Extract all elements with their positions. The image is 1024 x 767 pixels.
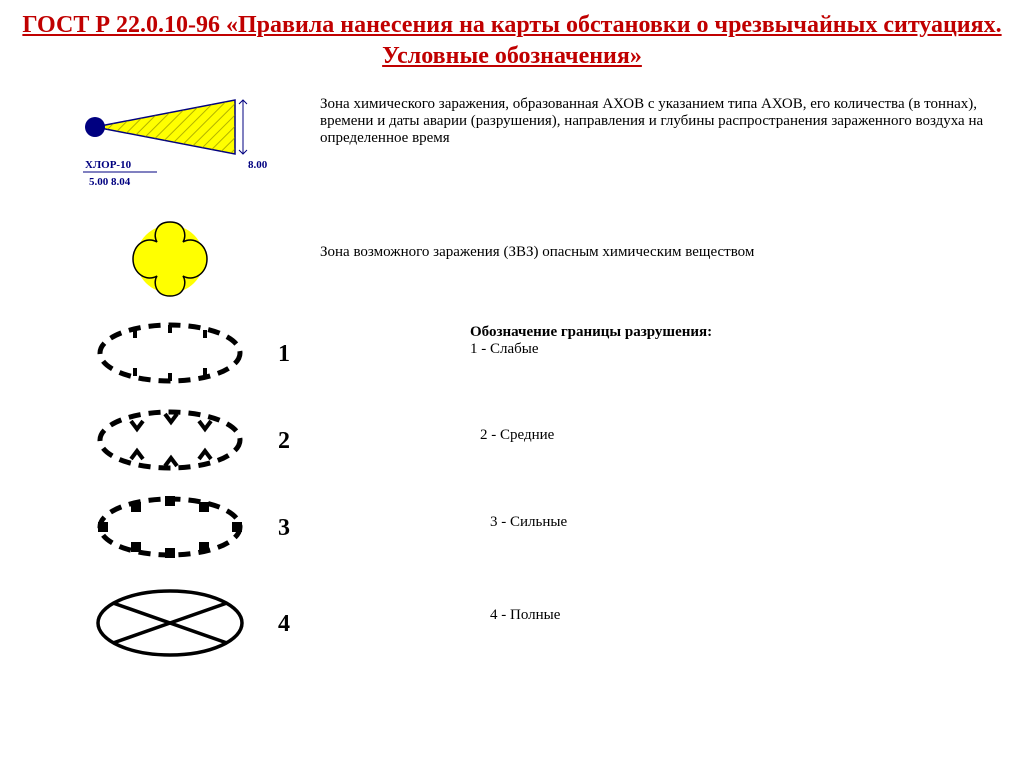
chem-substance-label: ХЛОР-10 — [85, 159, 132, 171]
desc-zvz: Зона возможного заражения (ЗВЗ) опасным … — [320, 214, 1004, 261]
num-1: 1 — [278, 341, 290, 368]
page-title: ГОСТ Р 22.0.10-96 «Правила нанесения на … — [20, 10, 1004, 72]
chem-depth-label: 8.00 — [248, 159, 268, 171]
symbol-destruction-4: 4 — [20, 583, 320, 663]
desc-destruction-4: 4 - Полные — [320, 583, 1004, 624]
num-3: 3 — [278, 515, 290, 542]
row-chem-zone: 8.00 ХЛОР-10 5.00 8.04 Зона химического … — [20, 92, 1004, 202]
num-4: 4 — [278, 611, 290, 638]
desc-destruction-3: 3 - Сильные — [320, 490, 1004, 531]
symbol-destruction-2: 2 — [20, 403, 320, 478]
symbol-zvz — [20, 214, 320, 304]
symbol-destruction-3: 3 — [20, 490, 320, 565]
row-destruction-1: 1 Обозначение границы разрушения: 1 - Сл… — [20, 316, 1004, 391]
destruction-heading: Обозначение границы разрушения: — [470, 324, 1004, 341]
row-destruction-4: 4 4 - Полные — [20, 583, 1004, 663]
symbol-chem-zone: 8.00 ХЛОР-10 5.00 8.04 — [20, 92, 320, 202]
row-destruction-3: 3 3 - Сильные — [20, 490, 1004, 565]
desc-destruction-1: 1 - Слабые — [470, 341, 1004, 358]
num-2: 2 — [278, 428, 290, 455]
desc-destruction-2: 2 - Средние — [320, 403, 1004, 444]
row-destruction-2: 2 2 - Средние — [20, 403, 1004, 478]
symbol-destruction-1: 1 — [20, 316, 320, 391]
row-zvz: Зона возможного заражения (ЗВЗ) опасным … — [20, 214, 1004, 304]
chem-time-label: 5.00 8.04 — [89, 176, 131, 188]
desc-chem-zone: Зона химического заражения, образованная… — [320, 92, 1004, 147]
